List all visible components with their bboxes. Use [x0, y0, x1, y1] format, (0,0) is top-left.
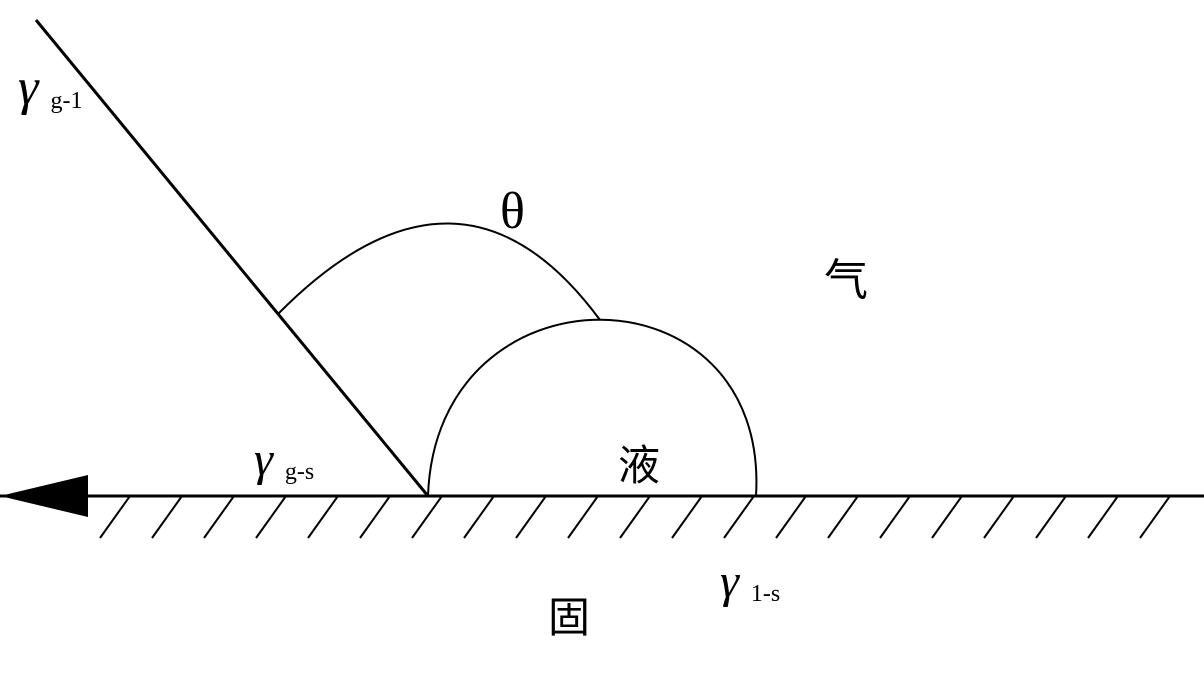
- label-liquid: 液: [618, 432, 660, 493]
- label-solid: 固: [548, 584, 590, 645]
- label-gamma-gl: γ g-1: [18, 58, 83, 117]
- label-theta: θ: [500, 182, 525, 241]
- contact-angle-diagram: [0, 0, 1204, 676]
- label-gamma-gs: γ g-s: [254, 432, 314, 487]
- label-gamma-ls: γ 1-s: [720, 554, 780, 609]
- label-gas: 气: [824, 244, 868, 308]
